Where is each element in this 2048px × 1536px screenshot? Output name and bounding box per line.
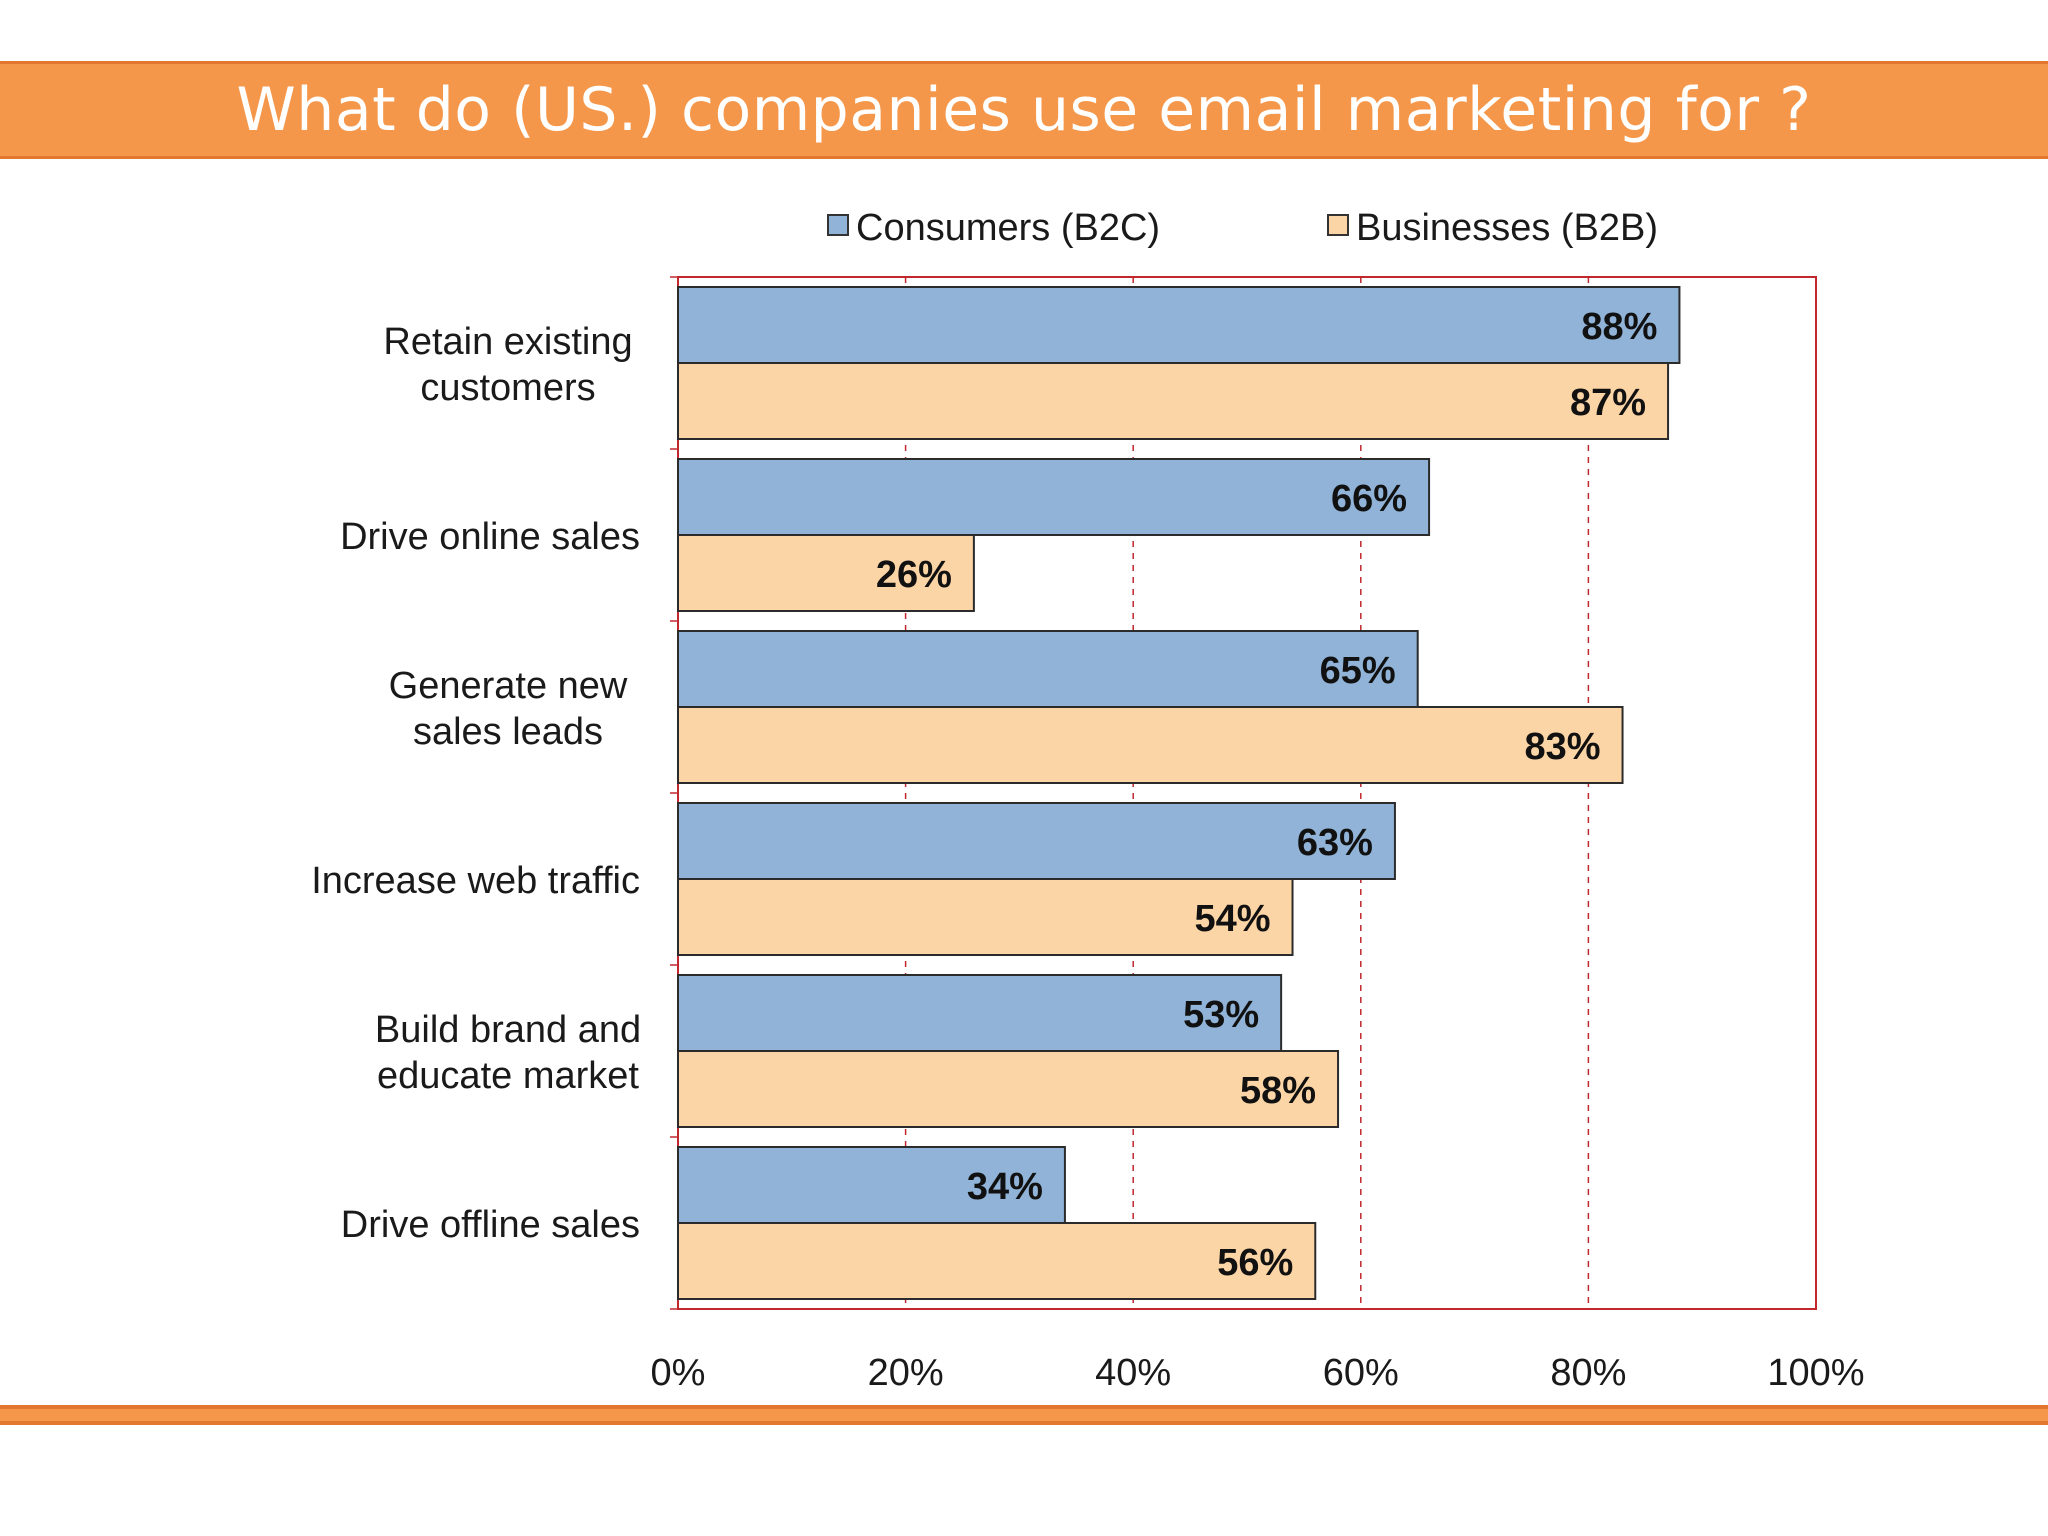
legend-label: Businesses (B2B) xyxy=(1356,207,1658,249)
data-label: 66% xyxy=(1331,478,1407,520)
data-label: 56% xyxy=(1217,1242,1293,1284)
category-label: Generate new sales leads xyxy=(389,665,628,753)
slide-title: What do (US.) companies use email market… xyxy=(236,75,1812,145)
category-label: Increase web traffic xyxy=(311,860,640,902)
bar xyxy=(677,878,1294,956)
category-label: Retain existing customers xyxy=(383,321,632,409)
x-tick-label: 60% xyxy=(1323,1352,1399,1394)
data-label: 65% xyxy=(1320,650,1396,692)
data-label: 58% xyxy=(1240,1070,1316,1112)
legend-swatch xyxy=(1327,214,1349,236)
bar xyxy=(677,286,1681,364)
data-label: 54% xyxy=(1194,898,1270,940)
bar xyxy=(677,458,1431,536)
legend-label: Consumers (B2C) xyxy=(856,207,1160,249)
bar xyxy=(677,1222,1317,1300)
data-label: 87% xyxy=(1570,382,1646,424)
plot-area xyxy=(677,276,1817,1310)
x-tick-label: 100% xyxy=(1767,1352,1864,1394)
x-tick-label: 40% xyxy=(1095,1352,1171,1394)
bar xyxy=(677,802,1396,880)
bar xyxy=(677,706,1624,784)
bar xyxy=(677,1146,1066,1224)
data-label: 63% xyxy=(1297,822,1373,864)
bottom-band xyxy=(0,1405,2048,1425)
title-band: What do (US.) companies use email market… xyxy=(0,61,2048,159)
bar xyxy=(677,362,1670,440)
bar xyxy=(677,1050,1340,1128)
bar xyxy=(677,534,975,612)
category-label: Drive online sales xyxy=(340,516,640,558)
data-label: 83% xyxy=(1524,726,1600,768)
x-tick-label: 20% xyxy=(868,1352,944,1394)
x-tick-label: 0% xyxy=(651,1352,706,1394)
category-label: Build brand and educate market xyxy=(375,1009,641,1097)
data-label: 26% xyxy=(876,554,952,596)
category-label: Drive offline sales xyxy=(341,1204,640,1246)
legend-swatch xyxy=(827,214,849,236)
bar xyxy=(677,630,1419,708)
data-label: 88% xyxy=(1581,306,1657,348)
data-label: 53% xyxy=(1183,994,1259,1036)
x-tick-label: 80% xyxy=(1550,1352,1626,1394)
data-label: 34% xyxy=(967,1166,1043,1208)
